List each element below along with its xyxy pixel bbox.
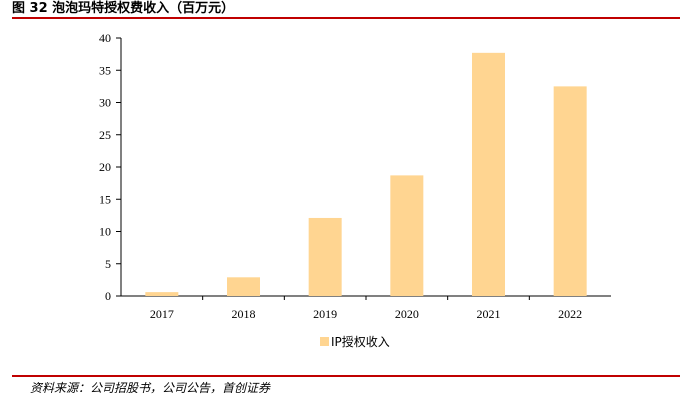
y-tick-label: 40: [99, 31, 111, 45]
y-tick-label: 25: [99, 128, 111, 142]
y-tick-label: 0: [105, 289, 111, 303]
x-tick-label: 2019: [313, 307, 337, 321]
y-tick-label: 10: [99, 225, 111, 239]
x-tick-label: 2017: [150, 307, 174, 321]
bar-2022: [553, 86, 587, 296]
bottom-rule: [12, 375, 680, 377]
bar-2019: [308, 217, 342, 296]
bar-2017: [145, 292, 179, 296]
y-tick-label: 30: [99, 96, 111, 110]
x-tick-label: 2020: [395, 307, 419, 321]
bar-2021: [472, 52, 505, 297]
figure-title: 图 32 泡泡玛特授权费收入（百万元）: [12, 1, 235, 16]
x-tick-label: 2021: [477, 307, 501, 321]
y-tick-label: 35: [99, 63, 111, 77]
x-tick-label: 2018: [232, 307, 256, 321]
y-tick-label: 20: [99, 160, 111, 174]
y-tick-label: 15: [99, 192, 111, 206]
bar-2018: [227, 277, 260, 296]
x-tick-label: 2022: [558, 307, 582, 321]
legend-swatch: [320, 337, 329, 346]
top-rule: [12, 17, 680, 19]
bar-2020: [390, 175, 424, 296]
legend-label: IP授权收入: [331, 334, 390, 349]
source-note: 资料来源：公司招股书，公司公告，首创证券: [30, 381, 271, 395]
y-tick-label: 5: [105, 257, 111, 271]
